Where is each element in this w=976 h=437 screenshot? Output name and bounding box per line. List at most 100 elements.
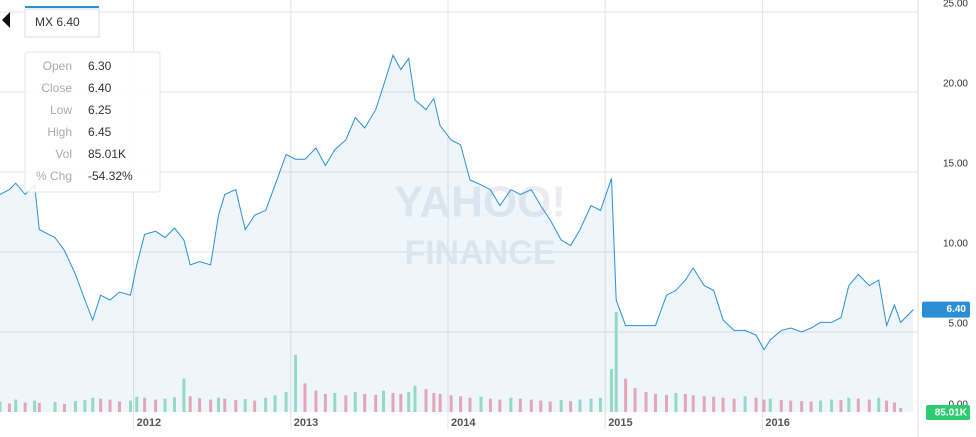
volume-bar — [789, 400, 793, 412]
header-box — [24, 8, 100, 38]
volume-bar — [163, 398, 167, 412]
volume-badge — [926, 405, 970, 420]
plot — [0, 53, 914, 412]
x-tick-label: 2012 — [137, 417, 161, 429]
price-line — [0, 53, 914, 351]
volume-bar — [117, 401, 121, 412]
watermark: YAHOO! — [394, 178, 566, 227]
tooltip-value: 6.25 — [88, 103, 112, 117]
tooltip-label: Close — [41, 81, 72, 95]
volume-bar — [589, 398, 593, 412]
volume-bar — [683, 393, 687, 412]
volume-bar — [391, 392, 395, 412]
tooltip-rows: Open 6.30 Close 6.40 Low 6.25 High 6.45 Vol 85.01… — [36, 59, 133, 183]
volume-bar — [732, 398, 736, 412]
volume-bar — [172, 397, 176, 412]
watermark: FINANCE — [404, 234, 555, 272]
volume-bar — [303, 383, 307, 412]
tooltip-value: 6.40 — [88, 81, 112, 95]
price-area — [0, 55, 914, 412]
volume-bar — [53, 402, 57, 412]
last-price-badge — [922, 301, 970, 318]
header-accent — [25, 6, 99, 8]
volume-bar — [867, 399, 871, 412]
volume-bar — [488, 398, 492, 412]
volume-bar — [548, 401, 552, 412]
volume-bar — [762, 399, 766, 412]
volume-bar — [33, 400, 37, 412]
volume-bar — [644, 392, 648, 412]
volume-bar — [99, 398, 103, 412]
volume-bar — [614, 312, 618, 412]
volume-bar — [809, 401, 813, 412]
volume-bar — [800, 401, 804, 412]
volume-bar — [253, 400, 257, 412]
volume-bar — [819, 400, 823, 412]
volume-bar — [712, 396, 716, 412]
volume-bar — [892, 402, 896, 412]
volume-bar — [569, 401, 573, 412]
volume-bar — [779, 400, 783, 412]
volume-bar — [344, 395, 348, 412]
tooltip-label: Vol — [55, 147, 72, 161]
volume-bar — [314, 390, 318, 412]
volume-bar — [691, 395, 695, 412]
volume-bar — [374, 394, 378, 412]
grid — [0, 0, 919, 437]
volume-bar — [7, 403, 11, 412]
x-tick-label: 2013 — [294, 417, 318, 429]
y-tick-label: 15.00 — [943, 159, 968, 170]
volume-bar — [284, 392, 288, 412]
volume-bar — [23, 402, 27, 412]
x-tick-label: 2015 — [608, 417, 632, 429]
volume-bar — [885, 400, 889, 412]
volume-bar — [598, 397, 602, 412]
volume-bar — [559, 400, 563, 412]
volume-bar — [14, 399, 18, 412]
volume-bar — [143, 397, 147, 412]
y-tick-label: 20.00 — [943, 79, 968, 90]
x-tick-label: 2014 — [451, 417, 476, 429]
volume-bar — [459, 396, 463, 412]
volume-bar — [529, 399, 533, 412]
volume-bar — [413, 385, 417, 412]
tooltip-label: % Chg — [36, 169, 72, 183]
volume-bar — [877, 397, 881, 412]
y-tick-label: 5.00 — [949, 319, 969, 330]
volume-bar — [578, 399, 582, 412]
volume-bar — [449, 395, 453, 412]
tooltip-value: 6.45 — [88, 125, 112, 139]
volume-bar — [653, 393, 657, 412]
volume-bar — [243, 399, 247, 412]
volume-bar — [91, 397, 95, 412]
volume-bar — [73, 401, 77, 412]
tooltip-value: 6.30 — [88, 59, 112, 73]
x-tick-label: 2016 — [765, 417, 789, 429]
tooltip-label: Low — [50, 103, 72, 117]
header: MX 6.40 — [35, 15, 80, 29]
volume-bar — [188, 396, 192, 412]
volume-bar — [424, 389, 428, 412]
volume-bar — [83, 400, 87, 412]
volume-bar — [37, 402, 41, 412]
volume-bar — [509, 397, 513, 412]
volume-bar — [273, 395, 277, 412]
volume-bar — [743, 396, 747, 412]
volume-bar — [624, 378, 628, 412]
volume-bar — [135, 396, 139, 412]
volume-bar — [223, 398, 227, 412]
volume-bar — [479, 396, 483, 412]
back-arrow[interactable] — [2, 12, 10, 28]
last-price-label: 6.40 — [947, 304, 967, 315]
volume-bar — [323, 393, 327, 412]
volume-bar — [468, 397, 472, 412]
volume-bar — [432, 392, 436, 412]
volume-bar — [62, 403, 66, 412]
volume-bar — [438, 393, 442, 412]
volume-bar — [721, 397, 725, 412]
volume-bar — [294, 354, 298, 412]
volume-bar — [154, 399, 158, 412]
volume-bar — [209, 399, 213, 412]
volume-bar — [234, 400, 238, 412]
tooltip-label: Open — [43, 59, 72, 73]
